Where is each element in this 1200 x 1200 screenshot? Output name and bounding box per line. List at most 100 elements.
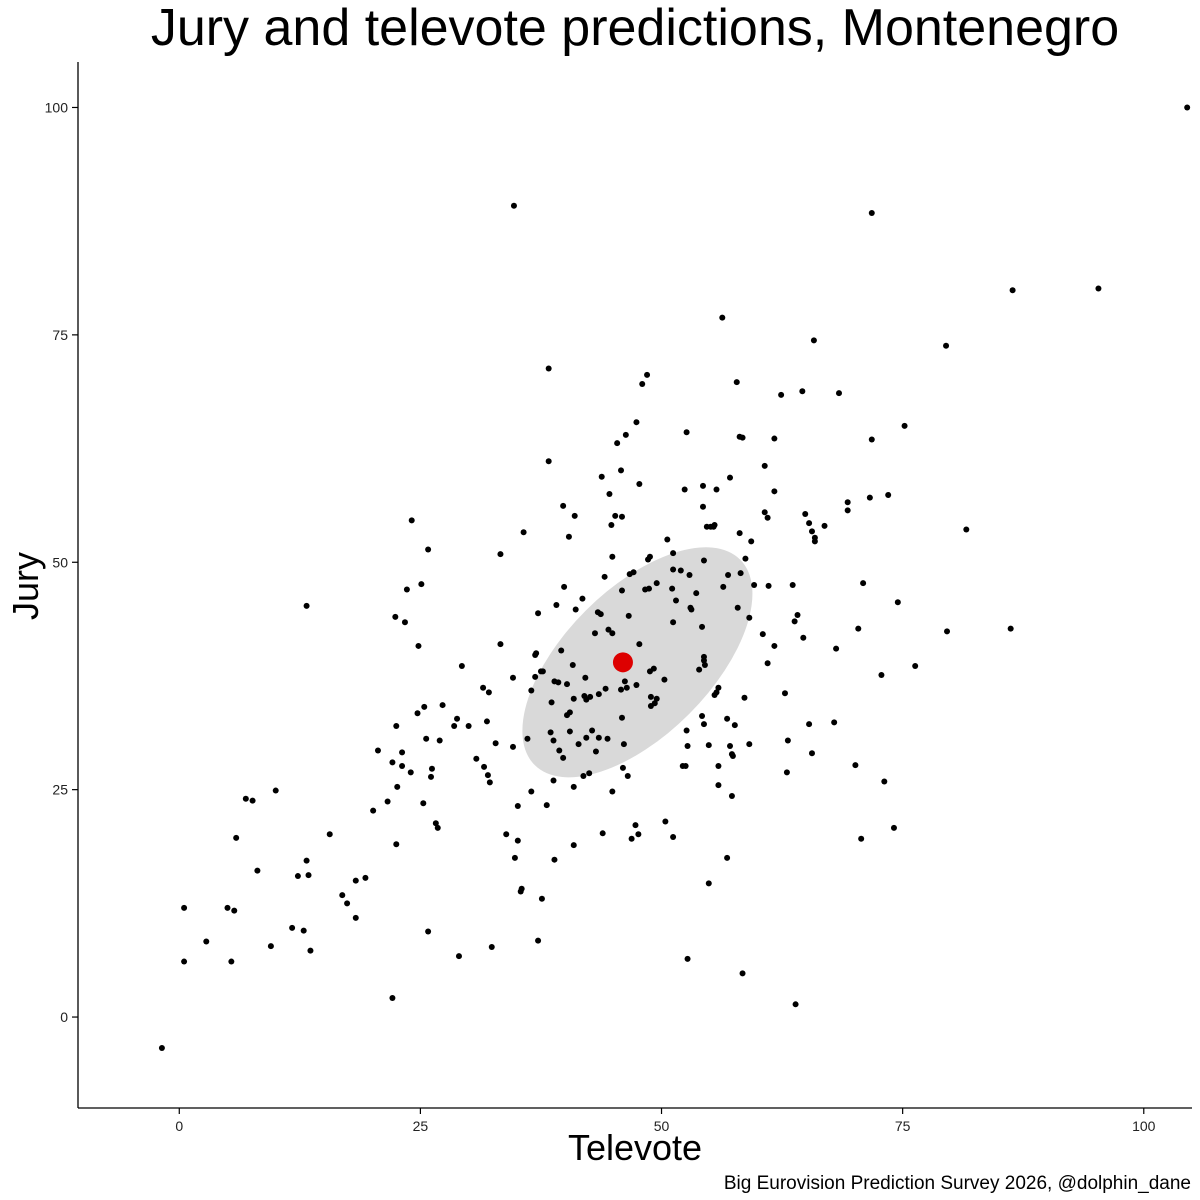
data-point — [589, 727, 596, 734]
data-point — [622, 431, 629, 438]
data-point — [866, 494, 873, 501]
data-point — [344, 900, 351, 907]
data-point — [636, 641, 643, 648]
data-point — [868, 436, 875, 443]
data-point — [781, 690, 788, 697]
x-tick-label: 0 — [175, 1118, 183, 1134]
data-point — [570, 695, 577, 702]
data-point — [746, 741, 753, 748]
data-point — [881, 778, 888, 785]
data-point — [764, 660, 771, 667]
data-point — [558, 647, 565, 654]
data-point — [636, 481, 643, 488]
y-tick-label: 50 — [52, 554, 68, 570]
data-point — [465, 722, 472, 729]
data-point — [792, 1001, 799, 1008]
data-point — [393, 722, 400, 729]
data-point — [653, 580, 660, 587]
y-tick-label: 100 — [45, 99, 69, 115]
data-point — [550, 777, 557, 784]
points-layer — [158, 104, 1191, 1051]
data-point — [759, 631, 766, 638]
data-point — [833, 645, 840, 652]
x-tick-label: 50 — [654, 1118, 670, 1134]
data-point — [737, 570, 744, 577]
data-point — [699, 503, 706, 510]
data-point — [647, 693, 654, 700]
data-point — [551, 856, 558, 863]
data-point — [802, 511, 809, 518]
data-point — [699, 623, 706, 630]
data-point — [765, 582, 772, 589]
data-point — [618, 714, 625, 721]
data-point — [1095, 285, 1102, 292]
data-point — [415, 642, 422, 649]
data-point — [510, 202, 517, 209]
data-point — [835, 390, 842, 397]
data-point — [682, 763, 689, 770]
data-point — [618, 513, 625, 520]
data-point — [233, 834, 240, 841]
data-point — [844, 499, 851, 506]
data-point — [532, 673, 539, 680]
data-point — [565, 533, 572, 540]
data-point — [670, 566, 677, 573]
data-point — [579, 595, 586, 602]
data-point — [598, 473, 605, 480]
data-point — [575, 741, 582, 748]
data-point — [303, 857, 310, 864]
data-point — [203, 938, 210, 945]
data-point — [520, 529, 527, 536]
data-point — [670, 619, 677, 626]
data-point — [784, 737, 791, 744]
data-point — [561, 583, 568, 590]
data-point — [855, 625, 862, 632]
data-point — [572, 606, 579, 613]
data-point — [860, 580, 867, 587]
data-point — [518, 885, 525, 892]
y-axis-ticks: 0 25 50 75 100 — [45, 99, 78, 1025]
data-point — [670, 833, 677, 840]
data-point — [528, 687, 535, 694]
data-point — [580, 773, 587, 780]
data-point — [566, 709, 573, 716]
data-point — [303, 602, 310, 609]
data-point — [715, 782, 722, 789]
data-point — [556, 747, 563, 754]
data-point — [868, 209, 875, 216]
data-point — [609, 630, 616, 637]
data-point — [436, 737, 443, 744]
data-point — [761, 509, 768, 516]
data-point — [560, 754, 567, 761]
data-point — [878, 672, 885, 679]
data-point — [686, 571, 693, 578]
data-point — [458, 662, 465, 669]
data-point — [727, 474, 734, 481]
data-point — [741, 694, 748, 701]
data-point — [407, 769, 414, 776]
data-point — [609, 553, 616, 560]
data-point — [800, 634, 807, 641]
data-point — [890, 824, 897, 831]
data-point — [724, 854, 731, 861]
data-point — [428, 765, 435, 772]
data-point — [1009, 287, 1016, 294]
data-point — [181, 958, 188, 965]
data-point — [618, 467, 625, 474]
data-point — [511, 854, 518, 861]
data-point — [362, 874, 369, 881]
data-point — [944, 628, 951, 635]
data-point — [633, 419, 640, 426]
data-point — [789, 582, 796, 588]
data-point — [715, 684, 722, 691]
data-point — [894, 599, 901, 606]
data-point — [724, 715, 731, 722]
data-point — [858, 835, 865, 842]
data-point — [943, 342, 950, 349]
data-point — [651, 700, 658, 707]
data-point — [771, 642, 778, 649]
data-point — [683, 727, 690, 734]
data-point — [326, 831, 333, 838]
data-point — [620, 741, 627, 748]
